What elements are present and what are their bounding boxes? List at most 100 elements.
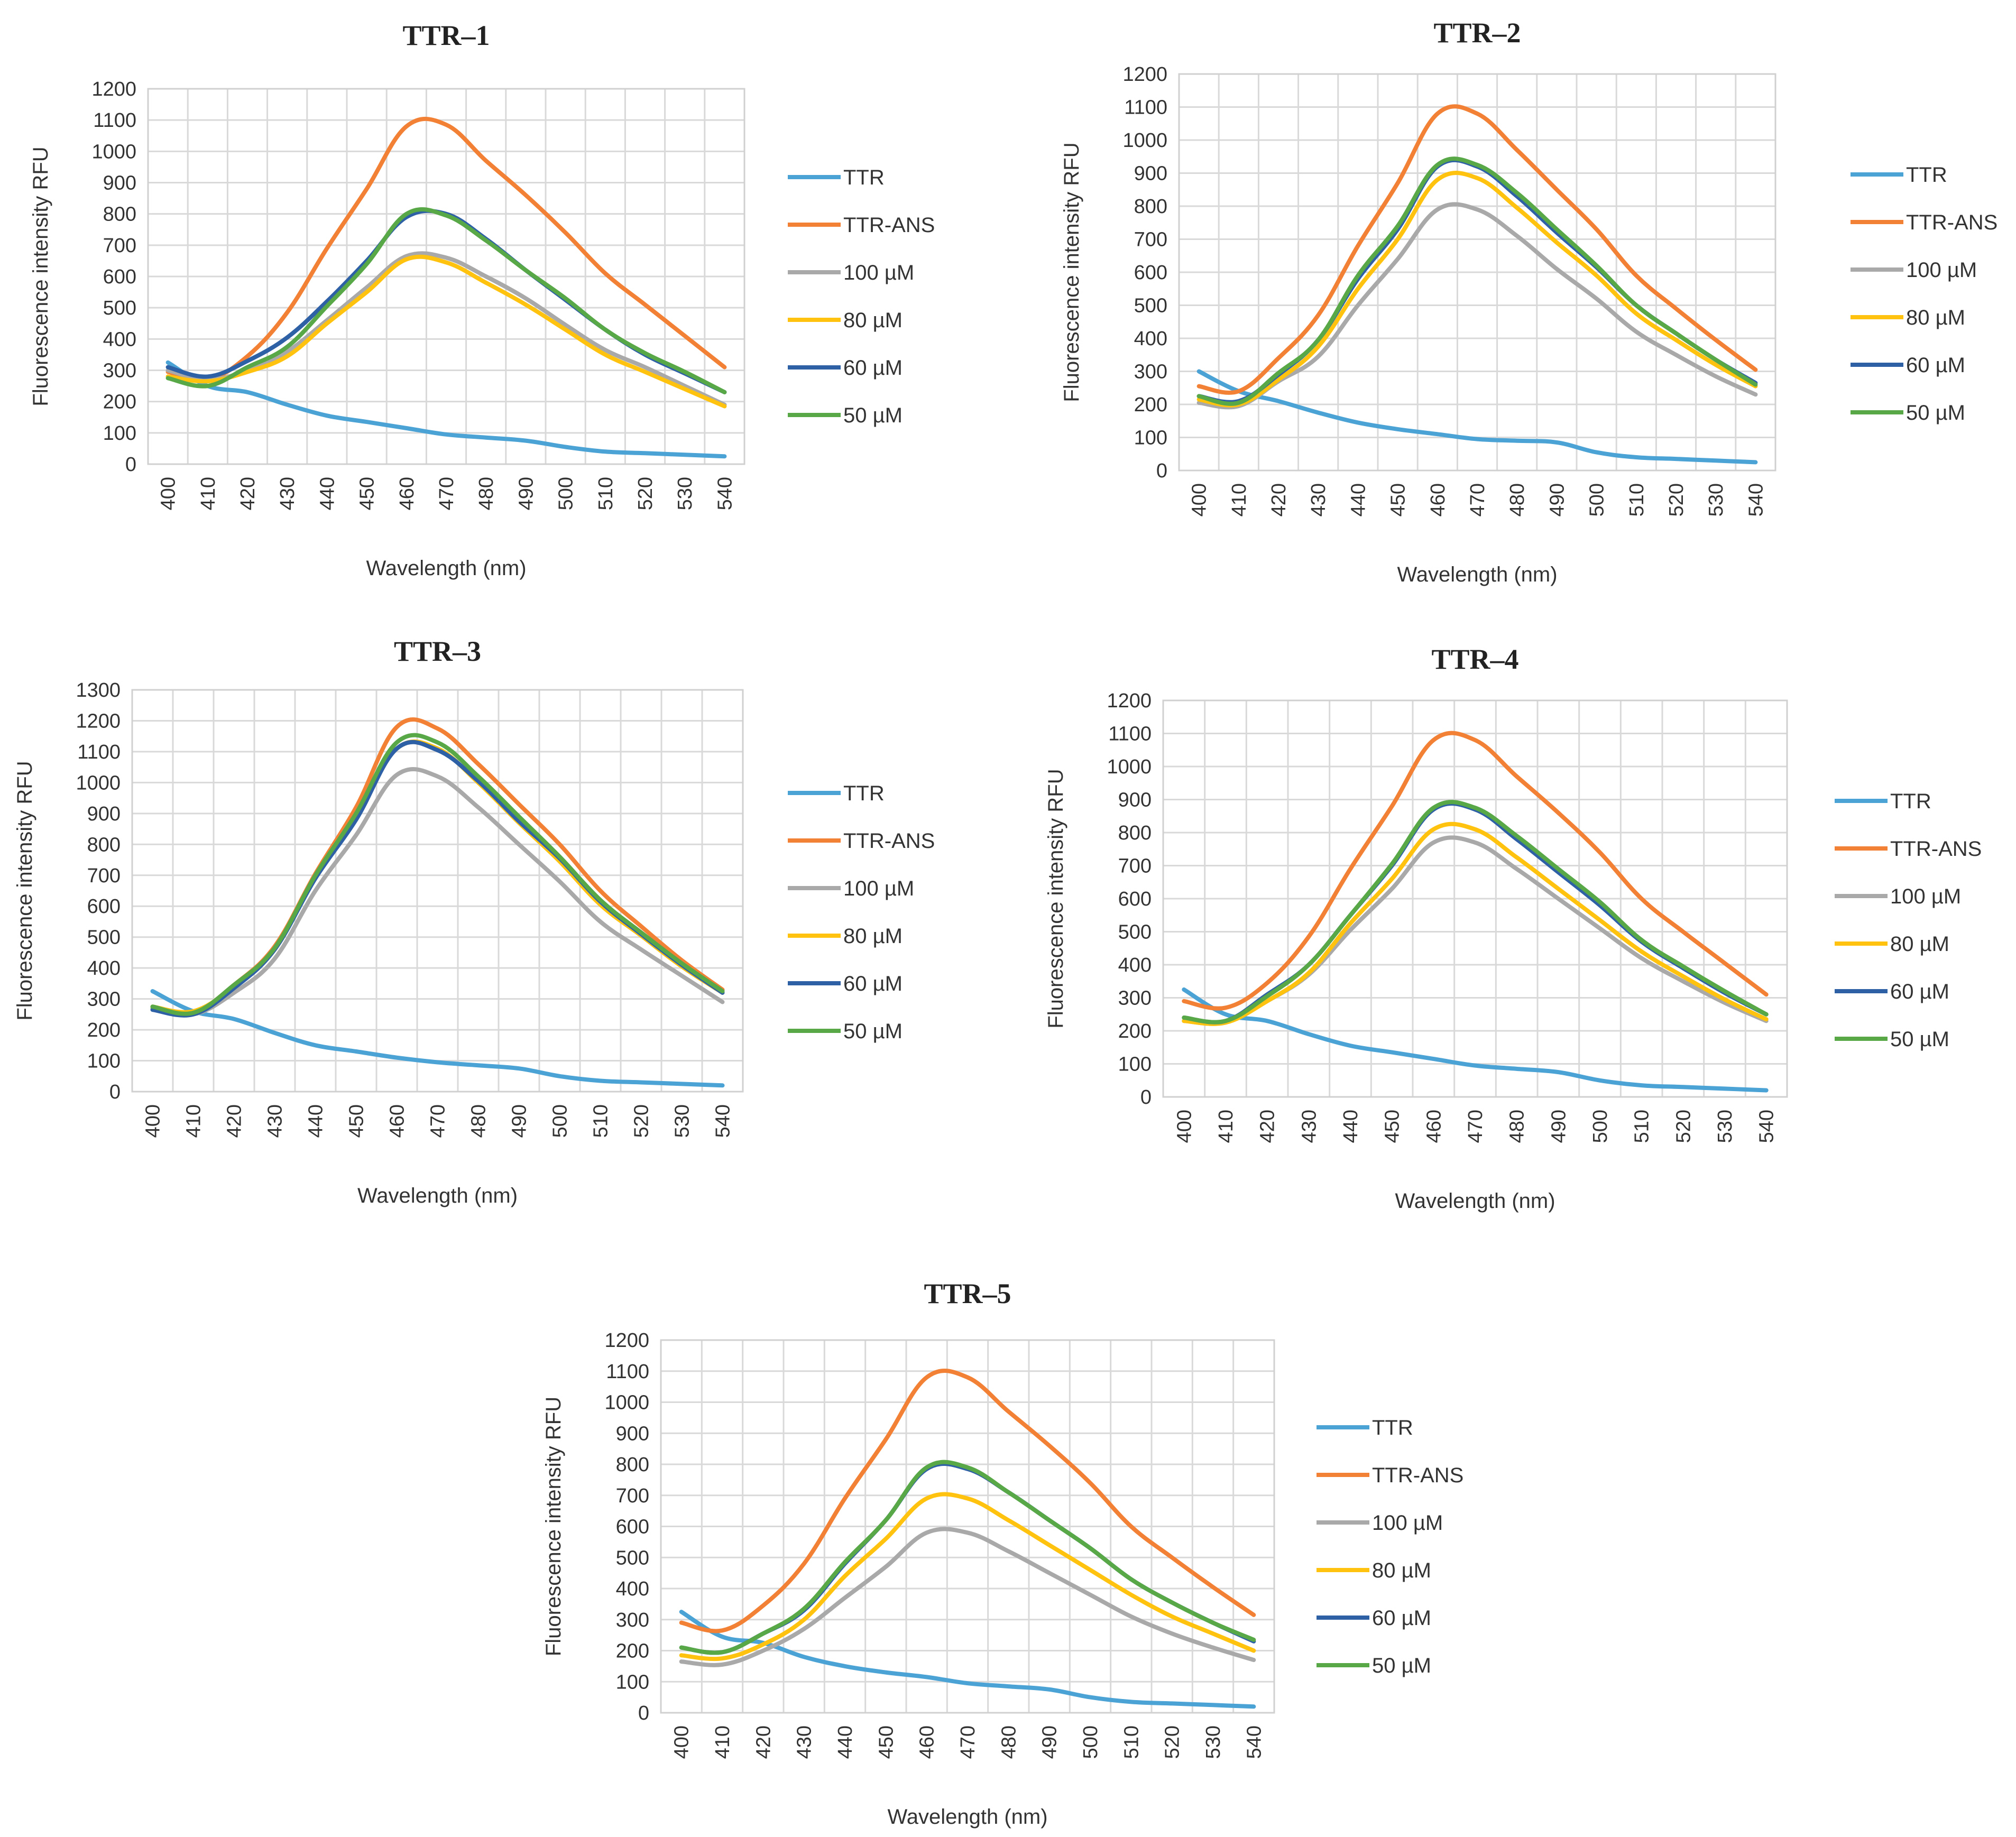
series-line-100-um	[1196, 202, 1758, 410]
x-tick-label: 480	[1506, 483, 1529, 516]
x-tick-label: 540	[1756, 1110, 1778, 1143]
x-tick-label: 450	[1382, 1110, 1404, 1143]
chart-title: TTR–5	[924, 1278, 1011, 1309]
x-tick-label: 500	[555, 477, 577, 510]
x-tick-label: 540	[714, 477, 736, 510]
x-tick-label: 460	[916, 1725, 938, 1759]
x-tick-label: 430	[794, 1725, 816, 1759]
x-tick-label: 400	[671, 1725, 693, 1759]
x-tick-label: 430	[264, 1104, 287, 1138]
x-tick-label: 540	[1243, 1725, 1265, 1759]
x-tick-label: 480	[998, 1725, 1020, 1759]
y-tick-label: 300	[616, 1609, 649, 1631]
x-tick-label: 490	[1546, 483, 1568, 516]
y-tick-label: 100	[616, 1671, 649, 1693]
y-tick-label: 300	[87, 989, 121, 1011]
x-tick-label: 460	[1423, 1110, 1445, 1143]
y-tick-label: 1000	[1107, 756, 1152, 778]
y-tick-label: 0	[1140, 1086, 1152, 1109]
y-tick-label: 800	[87, 834, 121, 856]
chart-title: TTR–2	[1433, 17, 1521, 49]
y-tick-label: 1200	[1107, 690, 1152, 712]
legend-label: TTR-ANS	[843, 829, 935, 853]
y-tick-label: 800	[103, 204, 136, 226]
x-tick-label: 450	[1387, 483, 1410, 516]
legend-label: 60 µM	[843, 972, 903, 995]
x-tick-label: 410	[712, 1725, 734, 1759]
legend-label: 80 µM	[1906, 306, 1965, 329]
y-tick-label: 1000	[1122, 130, 1167, 152]
y-tick-label: 900	[616, 1423, 649, 1445]
y-tick-label: 700	[1134, 229, 1167, 251]
y-tick-label: 1000	[604, 1392, 649, 1414]
series-line-80-um	[679, 1492, 1256, 1661]
x-axis-label: Wavelength (nm)	[366, 557, 526, 580]
y-tick-label: 700	[1118, 855, 1152, 878]
x-tick-label: 500	[1080, 1725, 1102, 1759]
series-line-60-um	[679, 1462, 1256, 1655]
y-tick-label: 1200	[1122, 63, 1167, 86]
chart-title: TTR–4	[1431, 643, 1518, 675]
x-tick-label: 510	[1631, 1110, 1653, 1143]
y-tick-label: 200	[1118, 1020, 1152, 1042]
x-tick-label: 420	[1268, 483, 1290, 516]
y-tick-label: 0	[1156, 460, 1167, 482]
series-line-ttr-ans	[1196, 104, 1758, 395]
x-tick-label: 420	[224, 1104, 246, 1138]
y-tick-label: 1200	[604, 1330, 649, 1352]
chart-title: TTR–3	[394, 635, 481, 667]
x-tick-label: 530	[1714, 1110, 1736, 1143]
x-tick-label: 530	[1705, 483, 1727, 516]
y-tick-label: 800	[1118, 822, 1152, 844]
legend-label: TTR	[1890, 790, 1931, 813]
y-tick-label: 100	[1118, 1054, 1152, 1076]
y-tick-label: 300	[1134, 361, 1167, 383]
legend-label: 50 µM	[1890, 1028, 1949, 1051]
chart-2: TTR–2 0 100 200 300 400 500 600 700 800 900 1000 110…	[1060, 17, 1997, 586]
series-line-100-um	[679, 1527, 1256, 1667]
series-line-ttr-ans	[150, 717, 725, 1017]
y-axis-label: Fluorescence intensity RFU	[542, 1397, 565, 1656]
y-tick-label: 600	[87, 896, 121, 918]
x-tick-label: 500	[1589, 1110, 1612, 1143]
x-tick-label: 470	[1465, 1110, 1487, 1143]
series-line-60-um	[1182, 801, 1769, 1024]
series-line-50-um	[1182, 800, 1769, 1024]
x-tick-label: 410	[197, 477, 219, 510]
x-tick-label: 530	[1202, 1725, 1225, 1759]
y-tick-label: 1100	[1108, 723, 1152, 745]
y-tick-label: 900	[103, 172, 136, 195]
x-tick-label: 400	[1189, 483, 1211, 516]
legend-label: TTR	[843, 782, 885, 805]
y-tick-label: 500	[103, 297, 136, 319]
y-tick-label: 200	[87, 1019, 121, 1041]
y-tick-label: 100	[87, 1050, 121, 1073]
x-tick-label: 420	[1257, 1110, 1279, 1143]
x-tick-label: 470	[427, 1104, 449, 1138]
x-tick-label: 520	[1162, 1725, 1184, 1759]
y-tick-label: 700	[103, 235, 136, 257]
x-tick-label: 410	[1215, 1110, 1237, 1143]
y-axis-label: Fluorescence intensity RFU	[1044, 769, 1067, 1028]
x-tick-label: 510	[1626, 483, 1648, 516]
series-line-100-um	[150, 767, 725, 1017]
series-line-50-um	[165, 207, 727, 394]
y-tick-label: 600	[616, 1516, 649, 1538]
plot-area-frame	[131, 689, 744, 1093]
y-tick-label: 200	[616, 1640, 649, 1663]
legend-label: 80 µM	[843, 309, 903, 332]
x-tick-label: 520	[634, 477, 657, 510]
x-tick-label: 460	[396, 477, 418, 510]
x-tick-label: 520	[1672, 1110, 1695, 1143]
x-tick-label: 420	[237, 477, 259, 510]
legend-label: TTR-ANS	[843, 214, 935, 237]
y-tick-label: 900	[1134, 163, 1167, 185]
x-axis-label: Wavelength (nm)	[1395, 1189, 1555, 1213]
x-tick-label: 410	[1228, 483, 1250, 516]
legend-label: TTR-ANS	[1372, 1464, 1463, 1487]
x-tick-label: 400	[1173, 1110, 1195, 1143]
x-tick-label: 470	[1467, 483, 1489, 516]
y-tick-label: 300	[1118, 987, 1152, 1010]
legend-label: 100 µM	[843, 261, 914, 284]
x-tick-label: 410	[183, 1104, 205, 1138]
